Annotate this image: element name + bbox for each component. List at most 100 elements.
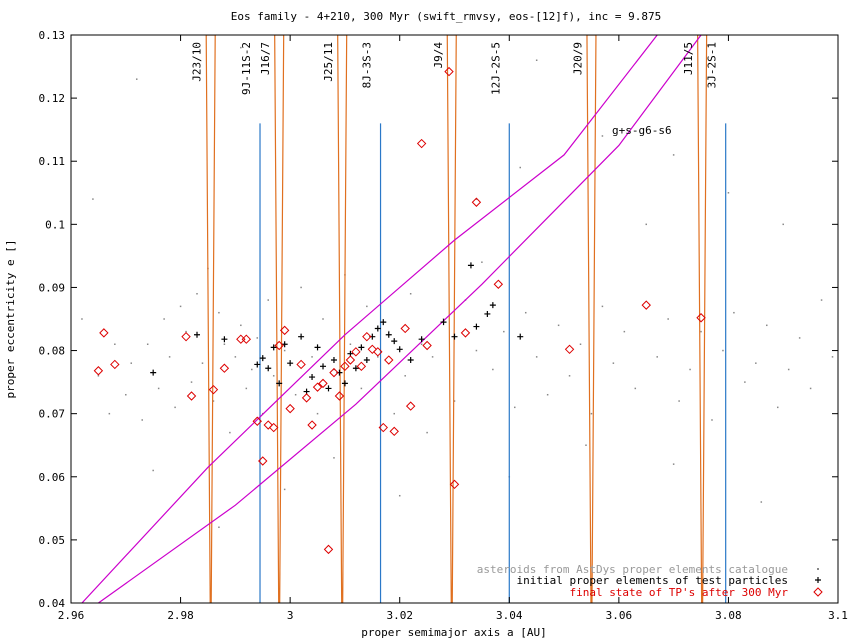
- initial-marker: [418, 336, 425, 343]
- asteroid-dot: [809, 387, 812, 390]
- x-tick-label: 2.96: [58, 609, 85, 622]
- asteroid-dot: [212, 400, 215, 402]
- orange-resonance-line: [697, 35, 708, 603]
- final-marker: [279, 325, 290, 336]
- final-marker: [460, 328, 471, 338]
- initial-marker: [281, 341, 288, 348]
- orange-resonances: [205, 35, 708, 603]
- asteroid-dot: [514, 406, 516, 409]
- asteroid-dot: [174, 406, 176, 409]
- final-marker: [318, 378, 328, 389]
- initial-marker: [150, 369, 157, 376]
- asteroid-dot: [426, 431, 428, 434]
- asteroid-dot: [190, 381, 193, 383]
- asteroid-dot: [360, 387, 363, 390]
- asteroid-dot: [766, 324, 768, 327]
- final-marker: [186, 391, 197, 401]
- initial-marker: [467, 262, 474, 269]
- final-marker: [345, 355, 356, 365]
- asteroid-dot: [700, 330, 702, 333]
- asteroid-dot: [776, 406, 779, 409]
- resonance-label: J25/11: [322, 42, 335, 82]
- asteroid-dot: [601, 135, 604, 137]
- asteroid-dot: [185, 330, 187, 333]
- asteroid-dot: [689, 368, 691, 371]
- initial-marker: [265, 365, 272, 372]
- asteroid-dot: [831, 356, 834, 358]
- asteroid-dot: [146, 343, 149, 345]
- initial-marker: [221, 336, 228, 343]
- asteroid-dot: [388, 330, 390, 333]
- asteroid-dot: [267, 299, 269, 301]
- asteroid-dot: [782, 223, 784, 226]
- initial-marker: [298, 333, 305, 340]
- final-marker: [362, 331, 372, 342]
- asteroid-dot: [333, 457, 335, 459]
- asteroid-dot: [442, 318, 445, 320]
- initial-marker: [380, 319, 387, 326]
- y-tick-label: 0.13: [39, 29, 66, 42]
- asteroid-dot: [168, 356, 171, 358]
- final-marker: [340, 361, 350, 372]
- y-tick-label: 0.09: [39, 281, 66, 294]
- final-marker: [471, 197, 482, 207]
- asteroid-dot: [645, 223, 647, 226]
- asteroid-dot: [722, 349, 724, 352]
- y-tick-label: 0.07: [39, 408, 66, 421]
- plot-area: J23/10 J16/7 J25/11 J9/4 J20/9 J11/5 9J-11S-2 8…: [81, 35, 834, 603]
- legend-label: initial proper elements of test particle…: [516, 574, 788, 587]
- secular-resonance-curve: [98, 35, 702, 603]
- asteroid-dot: [672, 154, 675, 156]
- legend-label: final state of TP's after 300 Myr: [569, 586, 788, 599]
- background-dots: [81, 46, 834, 529]
- asteroid-dot: [733, 311, 735, 314]
- secular-resonance-curve: [81, 35, 658, 603]
- asteroid-dot: [240, 46, 242, 49]
- final-marker: [323, 544, 334, 555]
- asteroid-dot: [283, 488, 286, 491]
- asteroid-dot: [294, 393, 297, 396]
- initial-marker: [330, 357, 337, 364]
- final-marker: [351, 347, 361, 357]
- asteroid-dot: [634, 387, 637, 390]
- asteroid-dot: [672, 463, 675, 465]
- asteroid-dot: [130, 362, 133, 364]
- legend-dot-marker: [817, 568, 819, 570]
- initial-marker: [325, 385, 332, 392]
- asteroid-dot: [481, 261, 483, 263]
- initial-marker: [473, 323, 480, 330]
- asteroid-dot: [300, 286, 302, 289]
- asteroid-dot: [322, 318, 324, 320]
- orange-resonance-line: [274, 35, 285, 603]
- final-marker: [329, 367, 339, 378]
- x-axis-label: proper semimajor axis a [AU]: [361, 626, 546, 639]
- legend-plus-marker: [815, 577, 821, 583]
- secular-label: g+s-g6-s6: [612, 124, 672, 137]
- final-marker: [274, 340, 284, 351]
- final-marker: [258, 456, 268, 466]
- secular-resonance: [81, 35, 702, 603]
- asteroid-dot: [711, 419, 713, 421]
- resonance-label: J9/4: [432, 42, 445, 69]
- initial-marker: [391, 338, 398, 345]
- asteroid-dot: [377, 356, 379, 358]
- initial-marker: [363, 357, 370, 364]
- final-marker: [241, 334, 252, 344]
- initial-marker: [484, 310, 491, 317]
- asteroid-dot: [81, 318, 83, 320]
- asteroid-dot: [667, 318, 669, 320]
- asteroid-dot: [656, 356, 658, 358]
- initial-marker: [270, 344, 277, 351]
- x-tick-label: 3.1: [828, 609, 848, 622]
- asteroid-dot: [590, 412, 593, 415]
- plot-layers: [81, 35, 834, 603]
- asteroid-dot: [546, 393, 549, 396]
- initial-markers: [150, 262, 524, 395]
- asteroid-dot: [568, 375, 571, 377]
- resonance-label: J11/5: [682, 42, 695, 75]
- asteroid-dot: [108, 412, 111, 415]
- initial-marker: [407, 357, 414, 364]
- asteroid-dot: [245, 387, 248, 390]
- final-marker: [236, 334, 246, 344]
- resonance-label: 3J-2S-1: [706, 42, 719, 88]
